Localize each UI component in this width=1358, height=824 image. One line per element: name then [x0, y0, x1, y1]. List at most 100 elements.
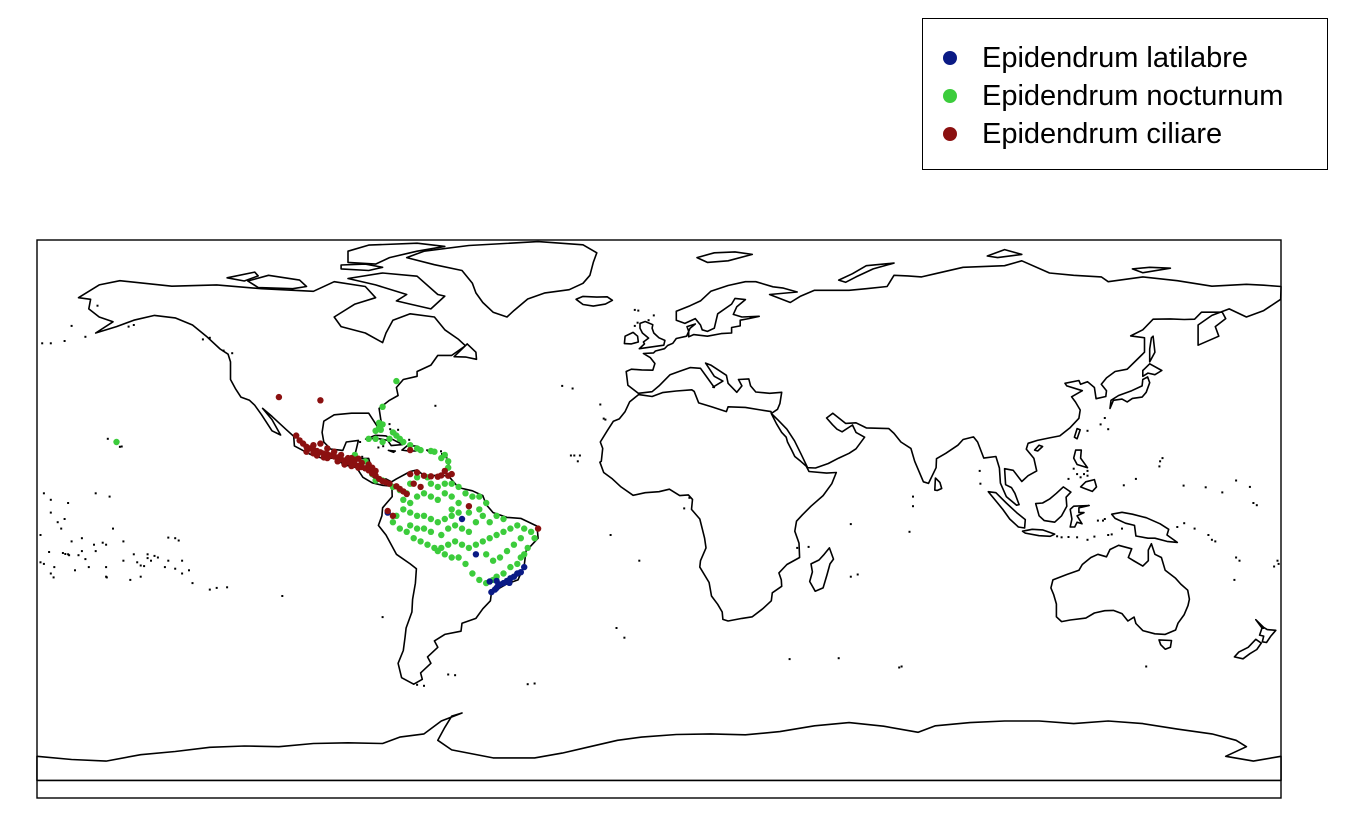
occurrence-point-epidendrum-nocturnum — [417, 446, 424, 454]
occurrence-point-epidendrum-nocturnum — [420, 525, 428, 532]
occurrence-point-epidendrum-nocturnum — [372, 435, 379, 442]
occurrence-point-epidendrum-nocturnum — [379, 421, 386, 428]
occurrence-point-epidendrum-ciliare — [320, 454, 327, 461]
occurrence-point-epidendrum-nocturnum — [434, 547, 441, 555]
island-speck — [1235, 556, 1238, 559]
island-speck — [1233, 578, 1236, 581]
occurrence-point-epidendrum-nocturnum — [465, 528, 473, 535]
occurrence-point-epidendrum-nocturnum — [462, 560, 469, 568]
island-speck — [146, 557, 149, 560]
island-speck — [1252, 502, 1255, 504]
island-speck — [70, 324, 73, 327]
occurrence-point-epidendrum-nocturnum — [472, 541, 480, 548]
island-speck — [105, 543, 108, 546]
occurrence-point-epidendrum-ciliare — [317, 440, 324, 447]
island-speck — [132, 553, 135, 556]
island-speck — [1093, 535, 1096, 538]
landmass-newfoundland — [453, 343, 478, 361]
occurrence-point-epidendrum-nocturnum — [393, 377, 400, 385]
island-speck — [63, 340, 66, 342]
occurrence-point-epidendrum-nocturnum — [514, 560, 521, 568]
island-speck — [1238, 559, 1241, 562]
occurrence-point-epidendrum-ciliare — [410, 480, 417, 487]
landmass-japan-honshu — [1109, 376, 1151, 410]
island-speck — [1102, 519, 1104, 522]
landmass-victoria-island — [247, 274, 308, 290]
island-speck — [1273, 565, 1276, 568]
occurrence-point-epidendrum-nocturnum — [448, 506, 455, 513]
island-speck — [68, 554, 71, 557]
island-speck — [67, 502, 70, 504]
island-speck — [1255, 504, 1258, 507]
landmass-greenland — [405, 240, 598, 318]
legend-label-ciliare: Epidendrum ciliare — [982, 117, 1223, 150]
island-speck — [167, 536, 170, 539]
occurrence-point-epidendrum-nocturnum — [500, 570, 507, 577]
island-speck — [569, 454, 572, 457]
island-speck — [377, 446, 380, 449]
occurrence-point-epidendrum-ciliare — [534, 525, 542, 532]
island-speck — [143, 565, 146, 568]
occurrence-point-epidendrum-nocturnum — [434, 519, 441, 526]
landmass-eurasia — [625, 260, 1282, 506]
island-speck — [416, 683, 419, 686]
island-speck — [84, 558, 87, 561]
occurrence-point-epidendrum-ciliare — [334, 458, 341, 465]
island-speck — [146, 553, 149, 556]
island-speck — [52, 576, 55, 579]
island-speck — [118, 445, 121, 448]
occurrence-point-epidendrum-ciliare — [465, 503, 473, 510]
island-speck — [215, 586, 218, 589]
occurrence-point-epidendrum-nocturnum — [503, 547, 511, 555]
occurrence-point-epidendrum-nocturnum — [445, 541, 452, 548]
island-speck — [122, 559, 125, 562]
occurrence-point-epidendrum-nocturnum — [455, 509, 462, 516]
occurrence-point-epidendrum-ciliare — [275, 393, 283, 401]
occurrence-point-epidendrum-nocturnum — [448, 512, 455, 519]
occurrence-point-epidendrum-nocturnum — [451, 538, 459, 545]
landmass-new-guinea — [1110, 511, 1179, 544]
island-speck — [191, 582, 194, 585]
occurrence-point-epidendrum-nocturnum — [500, 515, 507, 523]
occurrence-point-epidendrum-nocturnum — [531, 535, 538, 542]
occurrence-point-epidendrum-ciliare — [313, 452, 321, 459]
occurrence-point-epidendrum-nocturnum — [458, 541, 466, 548]
island-speck — [84, 335, 87, 338]
island-speck — [637, 309, 640, 312]
island-speck — [129, 578, 132, 581]
legend-entry-nocturnum: Epidendrum nocturnum — [943, 78, 1283, 114]
island-speck — [578, 454, 581, 457]
landmass-jamaica — [387, 449, 397, 454]
occurrence-point-epidendrum-nocturnum — [427, 493, 435, 500]
occurrence-point-epidendrum-ciliare — [324, 445, 331, 452]
occurrence-point-epidendrum-latilabre — [472, 551, 480, 558]
island-speck — [788, 658, 791, 661]
island-speck — [105, 566, 108, 569]
island-speck — [849, 523, 852, 526]
occurrence-point-epidendrum-latilabre — [517, 569, 524, 576]
island-speck — [397, 428, 400, 431]
island-speck — [132, 324, 135, 326]
occurrence-point-epidendrum-latilabre — [493, 577, 500, 585]
occurrence-point-epidendrum-latilabre — [458, 515, 466, 523]
occurrence-point-epidendrum-nocturnum — [462, 490, 469, 497]
occurrence-point-epidendrum-ciliare — [407, 470, 414, 478]
island-speck — [177, 539, 180, 542]
landmass-taiwan — [1073, 427, 1081, 440]
occurrence-point-epidendrum-ciliare — [317, 397, 324, 404]
occurrence-point-epidendrum-nocturnum — [496, 554, 504, 561]
occurrence-point-epidendrum-nocturnum — [469, 493, 476, 500]
occurrence-point-epidendrum-nocturnum — [413, 512, 421, 519]
occurrence-point-epidendrum-ciliare — [293, 432, 300, 439]
occurrence-point-epidendrum-nocturnum — [445, 458, 452, 465]
island-speck — [1183, 522, 1186, 525]
occurrence-point-epidendrum-nocturnum — [377, 426, 384, 433]
island-speck — [573, 454, 576, 457]
occurrence-point-epidendrum-nocturnum — [465, 544, 473, 552]
landmass-severnaya-zemlya — [986, 248, 1023, 259]
occurrence-point-epidendrum-nocturnum — [113, 438, 120, 446]
occurrence-point-epidendrum-ciliare — [341, 461, 348, 468]
island-speck — [1086, 469, 1089, 472]
occurrence-point-epidendrum-nocturnum — [451, 522, 459, 529]
